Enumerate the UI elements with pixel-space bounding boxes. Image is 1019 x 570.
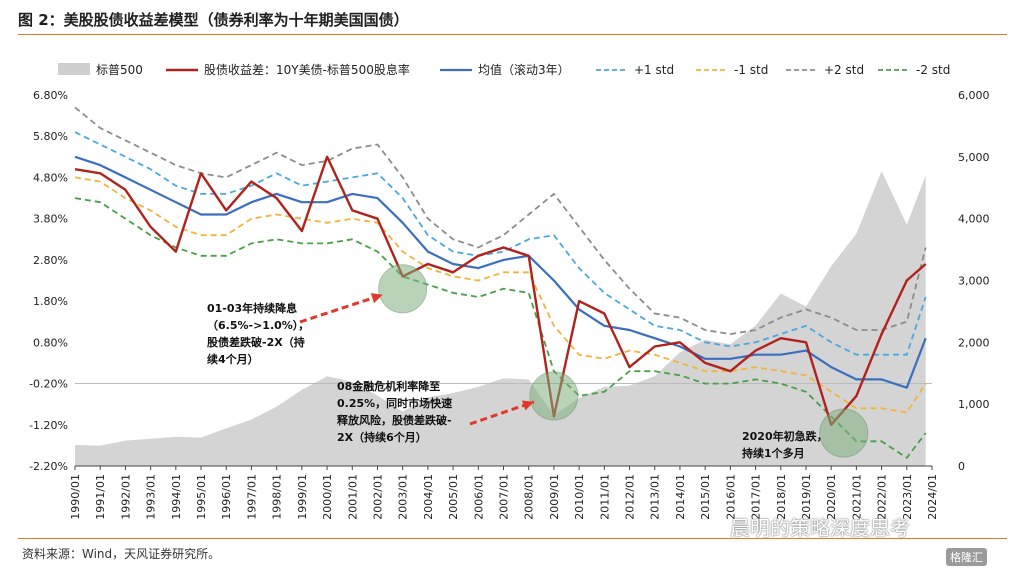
left-tick-label: 3.80% [33, 213, 68, 226]
x-tick-label: 1994/01 [170, 474, 183, 520]
right-tick-label: 0 [958, 460, 965, 473]
right-tick-label: 6,000 [958, 89, 990, 102]
gap-series-line [74, 155, 927, 426]
plus2std-series-line [74, 106, 927, 335]
x-tick-label: 2011/01 [598, 474, 611, 520]
left-tick-label: 4.80% [33, 171, 68, 184]
right-tick-label: 4,000 [958, 213, 990, 226]
x-tick-label: 2006/01 [472, 474, 485, 520]
x-tick-label: 2024/01 [926, 474, 939, 520]
x-tick-label: 2005/01 [447, 474, 460, 520]
legend-label: +2 std [824, 63, 864, 77]
annotation-text: 0.25%，同时市场快速 [337, 396, 452, 410]
x-tick-label: 2014/01 [674, 474, 687, 520]
x-tick-label: 2003/01 [397, 474, 410, 520]
x-tick-label: 1995/01 [195, 474, 208, 520]
watermark-text: 晨明的策略深度思考 [730, 516, 910, 540]
x-tick-label: 2017/01 [750, 474, 763, 520]
annotation-text: 续4个月） [207, 352, 259, 366]
x-tick-label: 1996/01 [220, 474, 233, 520]
annotation-highlight-circle [819, 408, 869, 458]
legend-label: 股债收益差：10Y美债-标普500股息率 [204, 62, 410, 77]
x-tick-label: 2013/01 [649, 474, 662, 520]
x-tick-label: 1990/01 [69, 474, 82, 520]
x-tick-label: 1999/01 [296, 474, 309, 520]
x-tick-label: 1998/01 [271, 474, 284, 520]
title-bar: 图 2：美股股债收益差模型（债券利率为十年期美国国债） [0, 0, 1019, 38]
x-tick-label: 2020/01 [825, 474, 838, 520]
x-tick-label: 2022/01 [876, 474, 889, 520]
right-tick-label: 1,000 [958, 398, 990, 411]
annotation-arrow-head [521, 400, 534, 411]
x-tick-label: 2018/01 [775, 474, 788, 520]
left-tick-label: 6.80% [33, 89, 68, 102]
right-tick-label: 5,000 [958, 151, 990, 164]
annotation-text: 2X（持续6个月） [337, 430, 427, 444]
left-tick-label: 0.80% [33, 336, 68, 349]
x-tick-label: 1992/01 [119, 474, 132, 520]
x-tick-label: 1997/01 [245, 474, 258, 520]
x-tick-label: 2015/01 [699, 474, 712, 520]
legend-label: -2 std [916, 63, 950, 77]
x-tick-label: 2012/01 [624, 474, 637, 520]
annotation-text: 01-03年持续降息 [207, 301, 297, 315]
legend-label: -1 std [734, 63, 768, 77]
source-note: 资料来源：Wind，天风证券研究所。 [22, 547, 221, 561]
annotation-highlight-circle [529, 371, 579, 421]
annotation-arrow [469, 400, 535, 426]
mean-series-line [74, 155, 927, 389]
right-tick-label: 2,000 [958, 336, 990, 349]
annotation-highlight-circle [378, 264, 428, 314]
x-tick-label: 2010/01 [573, 474, 586, 520]
legend-label: 均值（滚动3年） [478, 62, 570, 77]
watermark-badge: 格隆汇 [946, 548, 987, 566]
spx-area [75, 171, 926, 466]
bottom-rule [18, 538, 1007, 539]
annotation-text: 持续1个多月 [742, 446, 805, 460]
annotation-text: 释放风险，股债差跌破- [337, 413, 452, 427]
x-tick-label: 1991/01 [94, 474, 107, 520]
x-tick-label: 2009/01 [548, 474, 561, 520]
left-tick-label: -1.20% [29, 419, 68, 432]
left-tick-label: 5.80% [33, 130, 68, 143]
right-tick-label: 3,000 [958, 275, 990, 288]
x-tick-label: 1993/01 [145, 474, 158, 520]
minus2std-series-line [74, 197, 927, 459]
minus1std-series-line [74, 176, 927, 414]
annotation-text: 08金融危机利率降至 [337, 379, 440, 393]
legend-label: 标普500 [96, 63, 143, 77]
x-tick-label: 2002/01 [371, 474, 384, 520]
bond-equity-gap-chart: 6.80% 5.80% 4.80% 3.80% 2.80% 1.80% 0.80% -0.20… [29, 62, 990, 520]
annotation-text: （6.5%->1.0%）， [207, 319, 309, 332]
left-tick-label: -0.20% [29, 378, 68, 391]
x-tick-label: 2004/01 [422, 474, 435, 520]
left-tick-label: 1.80% [33, 295, 68, 308]
annotation-text: 股债差跌破-2X（持 [207, 335, 305, 349]
figure-title: 图 2：美股股债收益差模型（债券利率为十年期美国国债） [18, 11, 409, 29]
x-tick-label: 2008/01 [523, 474, 536, 520]
legend-swatch-spx [58, 63, 90, 75]
legend-label: +1 std [634, 63, 674, 77]
x-tick-label: 2016/01 [724, 474, 737, 520]
left-tick-label: 2.80% [33, 254, 68, 267]
x-tick-label: 2001/01 [346, 474, 359, 520]
x-tick-label: 2021/01 [850, 474, 863, 520]
annotation-arrow-head [370, 293, 383, 304]
x-tick-label: 2019/01 [800, 474, 813, 520]
x-tick-label: 2023/01 [901, 474, 914, 520]
x-tick-label: 2007/01 [498, 474, 511, 520]
x-tick-label: 2000/01 [321, 474, 334, 520]
annotation-arrow [299, 293, 384, 324]
annotation-text: 2020年初急跌， [742, 429, 828, 443]
top-rule [18, 34, 1007, 35]
left-tick-label: -2.20% [29, 460, 68, 473]
